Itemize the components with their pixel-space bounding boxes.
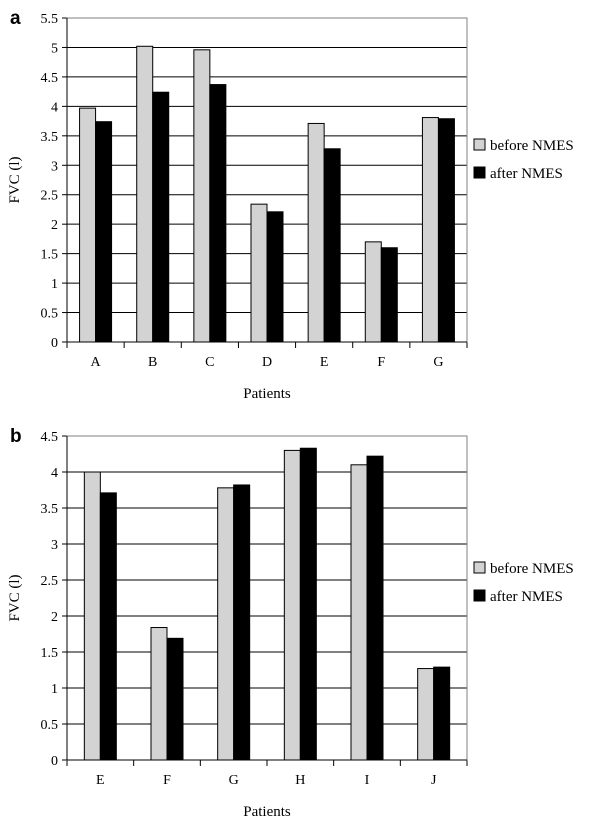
x-tick-label: H bbox=[295, 773, 305, 788]
x-tick-label: C bbox=[205, 355, 214, 370]
y-tick-label: 1 bbox=[51, 682, 58, 697]
y-tick-label: 3 bbox=[51, 159, 58, 174]
bar-before bbox=[350, 464, 368, 761]
bar-after bbox=[209, 84, 227, 343]
y-tick-label: 5 bbox=[51, 41, 58, 56]
y-tick-label: 2.5 bbox=[41, 574, 59, 589]
bar-after bbox=[380, 247, 398, 343]
bar-after bbox=[152, 91, 170, 343]
x-tick-label: E bbox=[96, 773, 105, 788]
bar-after bbox=[433, 666, 451, 761]
bar-before bbox=[417, 668, 435, 761]
x-tick-label: A bbox=[91, 355, 102, 370]
legend-swatch bbox=[473, 138, 486, 151]
bar-before bbox=[283, 449, 301, 761]
y-tick-label: 2 bbox=[51, 218, 58, 233]
y-tick-label: 0.5 bbox=[41, 718, 59, 733]
bar-before bbox=[136, 45, 154, 343]
legend-swatch bbox=[473, 561, 486, 574]
legend-label: after NMES bbox=[490, 589, 563, 605]
panel-label: b bbox=[10, 426, 22, 447]
x-tick-label: D bbox=[262, 355, 272, 370]
y-tick-label: 1.5 bbox=[41, 248, 59, 263]
y-tick-label: 4 bbox=[51, 466, 58, 481]
panel-label: a bbox=[10, 8, 21, 29]
bar-after bbox=[299, 447, 317, 761]
chart-panel-a: a 0 0.5 1 1.5 2 2.5 3 3.5 4 4.5 5 5.5 A B C D E F G FVC (l) P… bbox=[7, 8, 574, 402]
bar-before bbox=[150, 627, 168, 761]
x-tick-label: G bbox=[229, 773, 239, 788]
x-tick-label: B bbox=[148, 355, 157, 370]
y-tick-label: 0 bbox=[51, 336, 58, 351]
y-tick-label: 1 bbox=[51, 277, 58, 292]
chart-svg: b 0 0.5 1 1.5 2 2.5 3 3.5 4 4.5 E F G H I J FVC (l) Patien… bbox=[7, 426, 574, 820]
y-tick-label: 3.5 bbox=[41, 502, 59, 517]
y-tick-label: 0.5 bbox=[41, 307, 59, 322]
chart-panel-b: b 0 0.5 1 1.5 2 2.5 3 3.5 4 4.5 E F G H I J FVC (l) Patien… bbox=[0, 410, 592, 820]
y-tick-label: 2 bbox=[51, 610, 58, 625]
y-tick-label: 2.5 bbox=[41, 189, 59, 204]
y-tick-label: 3.5 bbox=[41, 130, 59, 145]
plot-frame bbox=[66, 435, 468, 761]
y-tick-label: 0 bbox=[51, 754, 58, 769]
bar-after bbox=[323, 148, 341, 343]
bar-before bbox=[83, 471, 101, 761]
x-tick-label: F bbox=[163, 773, 171, 788]
bar-after bbox=[99, 492, 117, 761]
bar-before bbox=[193, 49, 211, 343]
bar-after bbox=[95, 121, 113, 343]
legend-label: before NMES bbox=[490, 138, 574, 154]
x-tick-label: J bbox=[431, 773, 437, 788]
bar-after bbox=[366, 455, 384, 761]
x-tick-label: E bbox=[320, 355, 329, 370]
y-tick-label: 4.5 bbox=[41, 71, 59, 86]
y-axis-title: FVC (l) bbox=[7, 574, 23, 621]
bar-before bbox=[307, 122, 325, 343]
x-tick-label: F bbox=[377, 355, 385, 370]
x-tick-label: I bbox=[365, 773, 370, 788]
bar-after bbox=[166, 637, 184, 761]
bar-after bbox=[233, 484, 251, 761]
chart-svg: a 0 0.5 1 1.5 2 2.5 3 3.5 4 4.5 5 5.5 A B C D E F G FVC (l) P… bbox=[7, 8, 574, 402]
bar-before bbox=[217, 487, 235, 761]
bar-before bbox=[364, 241, 382, 343]
bar-after bbox=[437, 118, 455, 343]
y-axis-title: FVC (l) bbox=[7, 156, 23, 203]
y-tick-label: 4.5 bbox=[41, 430, 59, 445]
y-tick-label: 3 bbox=[51, 538, 58, 553]
y-tick-label: 5.5 bbox=[41, 12, 59, 27]
y-tick-label: 1.5 bbox=[41, 646, 59, 661]
bar-before bbox=[250, 203, 268, 343]
bar-before bbox=[79, 107, 97, 343]
bar-after bbox=[266, 211, 284, 343]
bar-before bbox=[421, 117, 439, 343]
legend-swatch bbox=[473, 589, 486, 602]
x-tick-label: G bbox=[433, 355, 443, 370]
x-axis-title: Patients bbox=[243, 386, 291, 402]
legend-swatch bbox=[473, 166, 486, 179]
x-axis-title: Patients bbox=[243, 804, 291, 820]
legend-label: after NMES bbox=[490, 166, 563, 182]
y-tick-label: 4 bbox=[51, 100, 58, 115]
legend-label: before NMES bbox=[490, 561, 574, 577]
